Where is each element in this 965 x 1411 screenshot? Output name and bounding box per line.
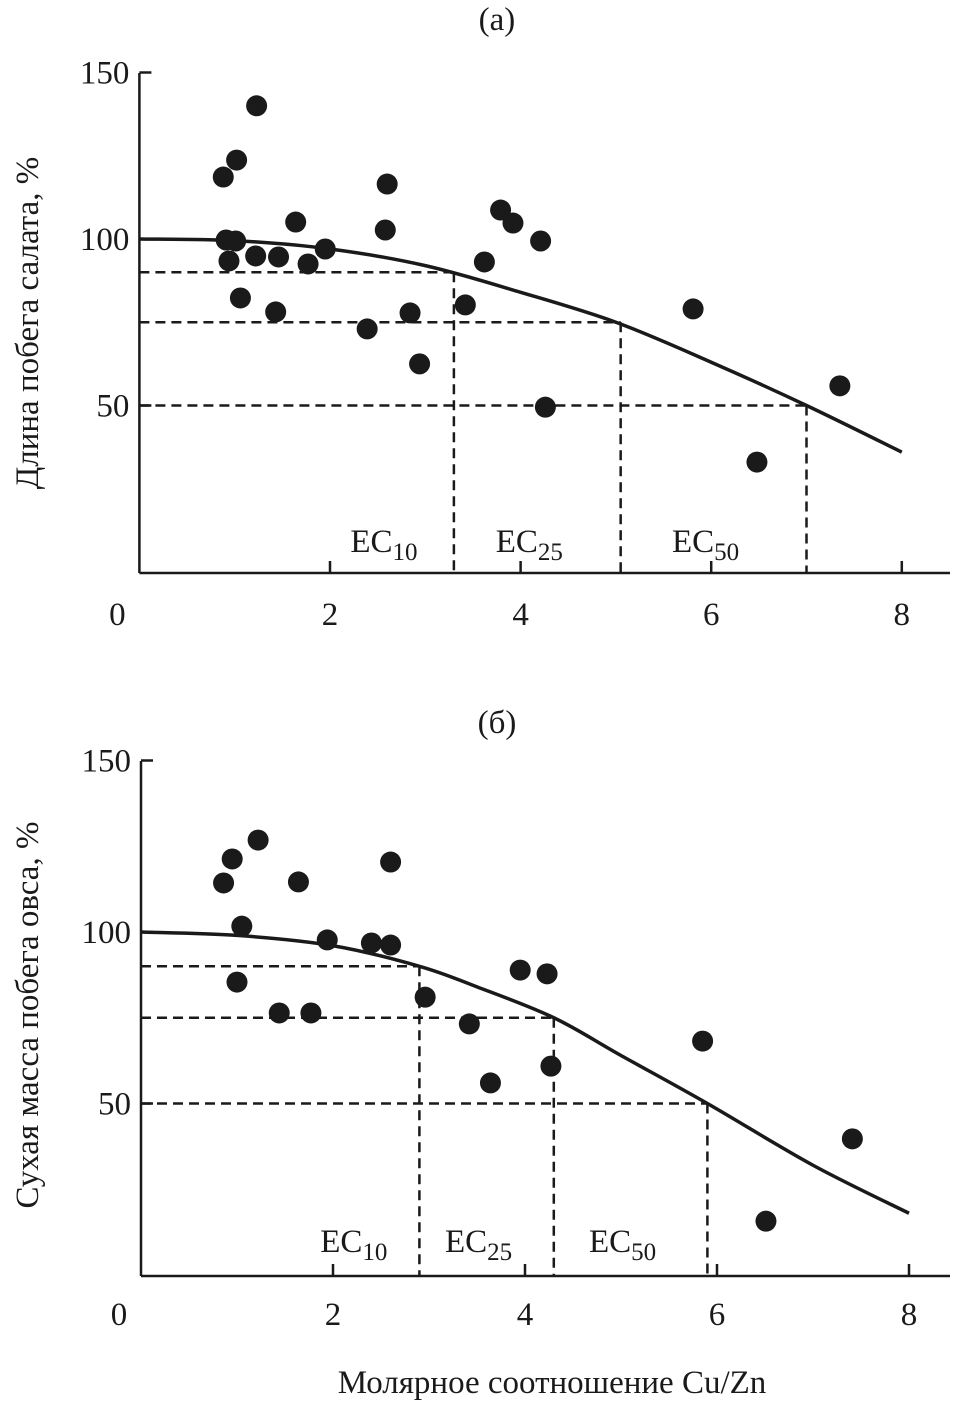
data-point <box>540 1055 562 1077</box>
data-point <box>414 986 436 1008</box>
data-point <box>399 302 421 324</box>
ec-label-subscript: 50 <box>714 539 739 566</box>
data-point <box>218 250 240 272</box>
data-point <box>502 212 524 234</box>
data-point <box>297 253 319 275</box>
x-tick-label: 2 <box>322 597 339 633</box>
data-point <box>287 871 309 893</box>
ec-label-main: EC <box>350 524 392 560</box>
y-tick-label: 150 <box>82 744 132 780</box>
y-tick-label: 100 <box>82 915 132 951</box>
data-point <box>479 1072 501 1094</box>
ec-label: EC50 <box>672 524 739 566</box>
data-point <box>356 318 378 340</box>
ec-label: EC10 <box>350 524 417 566</box>
ec-label: EC25 <box>445 1224 512 1266</box>
data-point <box>692 1030 714 1052</box>
panel-b: (б) Сухая масса побега овса, % 50 100 150 0 2 4… <box>10 705 950 1333</box>
data-point <box>268 246 290 268</box>
data-point <box>213 872 235 894</box>
x-tick-label: 6 <box>703 597 720 633</box>
data-point <box>245 245 267 267</box>
data-point <box>285 211 307 233</box>
ec-label-subscript: 10 <box>362 1239 387 1266</box>
data-point <box>265 301 287 323</box>
data-point <box>473 251 495 273</box>
ec-label-main: EC <box>320 1224 362 1260</box>
y-axis-label: Длина побега салата, % <box>10 157 46 490</box>
data-point <box>374 219 396 241</box>
x-tick-label: 2 <box>325 1297 342 1333</box>
ec-label-main: EC <box>672 524 714 560</box>
x-tick-label: 8 <box>894 597 911 633</box>
data-point <box>490 199 512 221</box>
ec-label-subscript: 10 <box>393 539 418 566</box>
data-point <box>536 963 558 985</box>
data-point <box>380 934 402 956</box>
x-tick-label: 8 <box>901 1297 918 1333</box>
data-point <box>829 375 851 397</box>
ec-label: EC10 <box>320 1224 387 1266</box>
data-point <box>755 1210 777 1232</box>
data-point <box>314 238 336 260</box>
data-point <box>458 1013 480 1035</box>
ec-label-main: EC <box>589 1224 631 1260</box>
panel-title: (а) <box>479 2 516 38</box>
ec-label-subscript: 50 <box>631 1239 656 1266</box>
panel-title: (б) <box>478 705 517 741</box>
x-tick-label: 4 <box>517 1297 534 1333</box>
data-point <box>268 1002 290 1024</box>
data-point <box>509 959 531 981</box>
y-axis-label: Сухая масса побега овса, % <box>10 822 46 1209</box>
data-point <box>226 971 248 993</box>
x-tick-label: 0 <box>111 1297 128 1333</box>
data-point <box>229 287 251 309</box>
ec-label: EC25 <box>496 524 563 566</box>
x-tick-label: 0 <box>109 597 126 633</box>
data-point <box>682 298 704 320</box>
y-tick-label: 50 <box>96 389 129 425</box>
data-point <box>247 829 269 851</box>
ec-label: EC50 <box>589 1224 656 1266</box>
data-point <box>316 929 338 951</box>
fitted-curve <box>139 237 903 454</box>
data-point <box>300 1002 322 1024</box>
data-point <box>409 353 431 375</box>
data-point <box>225 230 247 252</box>
ec-label-main: EC <box>496 524 538 560</box>
ec-label-subscript: 25 <box>487 1239 512 1266</box>
data-point <box>746 451 768 473</box>
data-point <box>530 230 552 252</box>
data-point <box>221 848 243 870</box>
data-point <box>454 294 476 316</box>
data-point <box>360 932 382 954</box>
data-point <box>226 149 248 171</box>
panel-a: (а) Длина побега салата, % 50 100 150 0 2 4 6 8 EC… <box>10 2 950 633</box>
data-point <box>380 851 402 873</box>
ec-label-subscript: 25 <box>538 539 563 566</box>
ec-label-main: EC <box>445 1224 487 1260</box>
data-point <box>212 166 234 188</box>
y-tick-label: 50 <box>98 1087 131 1123</box>
x-axis-label: Молярное соотношение Cu/Zn <box>338 1365 767 1401</box>
data-point <box>246 95 268 117</box>
y-tick-label: 100 <box>80 222 130 258</box>
y-tick-label: 150 <box>80 56 130 92</box>
data-point <box>376 173 398 195</box>
x-tick-label: 4 <box>512 597 529 633</box>
data-point <box>534 396 556 418</box>
fitted-curve <box>140 930 910 1215</box>
data-point <box>841 1128 863 1150</box>
x-tick-label: 6 <box>709 1297 726 1333</box>
data-point <box>231 915 253 937</box>
